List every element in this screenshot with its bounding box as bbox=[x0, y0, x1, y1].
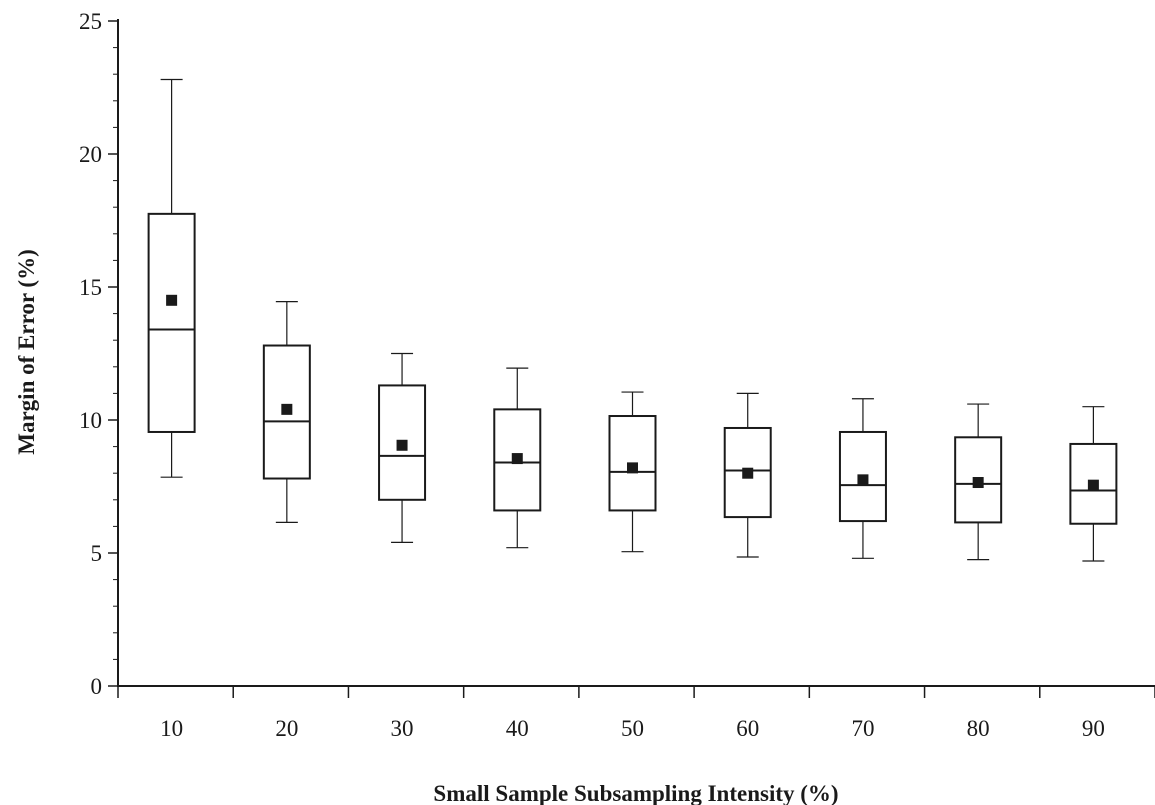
box-group bbox=[262, 301, 311, 524]
mean-marker bbox=[511, 453, 523, 465]
x-tick-label: 20 bbox=[275, 716, 298, 741]
box-group bbox=[608, 391, 657, 553]
box-group bbox=[1069, 406, 1118, 562]
plot-area bbox=[147, 78, 1118, 562]
mean-marker bbox=[166, 294, 178, 306]
mean-marker bbox=[1087, 479, 1099, 491]
x-tick-label: 60 bbox=[736, 716, 759, 741]
box-group bbox=[493, 367, 542, 549]
y-tick-label: 25 bbox=[79, 9, 102, 34]
x-tick-label: 30 bbox=[391, 716, 414, 741]
mean-marker bbox=[396, 439, 408, 451]
iqr-box bbox=[262, 344, 311, 480]
iqr-box bbox=[1069, 442, 1118, 525]
y-tick-label: 0 bbox=[91, 674, 103, 699]
iqr-box bbox=[608, 415, 657, 512]
mean-marker bbox=[742, 467, 754, 479]
y-tick-label: 5 bbox=[91, 541, 103, 566]
box-group bbox=[147, 78, 196, 478]
box-group bbox=[378, 352, 427, 543]
iqr-box bbox=[147, 212, 196, 433]
y-axis-title: Margin of Error (%) bbox=[14, 249, 39, 454]
mean-marker bbox=[857, 474, 869, 486]
y-tick-label: 10 bbox=[79, 408, 102, 433]
mean-marker bbox=[627, 462, 638, 474]
y-tick-label: 15 bbox=[79, 275, 102, 300]
box-group bbox=[723, 392, 772, 558]
y-axis: 0 5 10 15 20 25 bbox=[79, 9, 119, 699]
box-group bbox=[954, 403, 1003, 561]
x-tick-label: 70 bbox=[851, 716, 874, 741]
mean-marker bbox=[972, 477, 984, 489]
x-tick-label: 50 bbox=[621, 716, 644, 741]
x-tick-label: 90 bbox=[1082, 716, 1105, 741]
x-tick-label: 40 bbox=[506, 716, 529, 741]
x-axis: 10 20 30 40 50 60 70 80 90 bbox=[117, 685, 1155, 741]
box-group bbox=[838, 398, 887, 559]
x-tick-label: 10 bbox=[160, 716, 183, 741]
x-axis-title: Small Sample Subsampling Intensity (%) bbox=[433, 781, 838, 805]
x-tick-label: 80 bbox=[967, 716, 990, 741]
mean-marker bbox=[281, 403, 293, 415]
y-tick-label: 20 bbox=[79, 142, 102, 167]
